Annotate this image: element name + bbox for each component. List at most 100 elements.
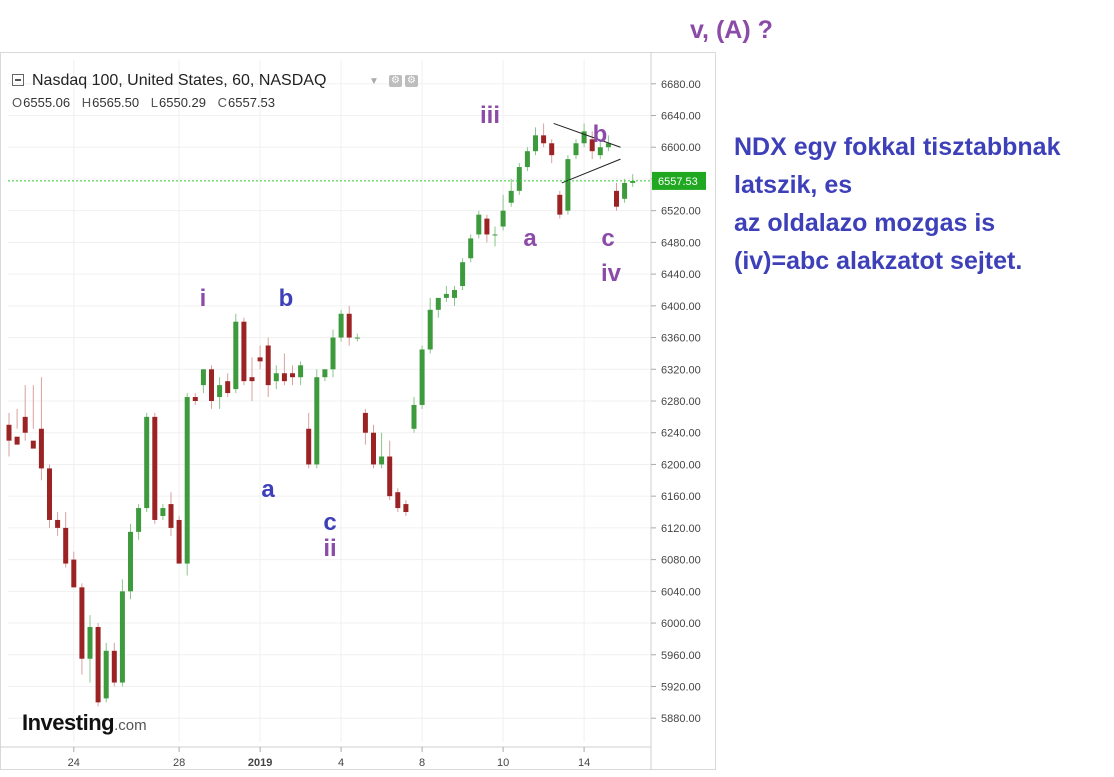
candle-body <box>249 377 255 382</box>
commentary-text: NDX egy fokkal tisztabbnak latszik, es a… <box>734 133 1061 275</box>
candle-body <box>265 345 271 386</box>
candle-body <box>233 321 239 390</box>
candle-body <box>168 504 174 528</box>
candle-body <box>346 313 352 338</box>
last-price-label: 6557.53 <box>658 176 698 188</box>
candle-body <box>484 218 490 235</box>
collapse-legend-icon[interactable] <box>12 74 24 86</box>
candle-body <box>273 373 279 382</box>
candle-body <box>30 440 36 449</box>
candle-body <box>379 456 385 465</box>
y-tick-label: 6000.00 <box>661 618 701 630</box>
candle-body <box>55 519 61 528</box>
candle-body <box>209 369 214 401</box>
symbol-title: Nasdaq 100, United States, 60, NASDAQ <box>32 72 327 89</box>
y-tick-label: 6440.00 <box>661 269 701 281</box>
wave-label: b <box>593 121 608 148</box>
candle-body <box>281 373 287 382</box>
candle-body <box>322 369 328 378</box>
x-tick-label: 28 <box>173 757 185 769</box>
candle-body <box>144 416 150 509</box>
candle-body <box>6 424 12 441</box>
candle-body <box>565 159 571 211</box>
candle-body <box>111 650 117 683</box>
candle-body <box>549 143 555 156</box>
candle-body <box>225 381 231 394</box>
gear-icon[interactable]: ⚙ <box>405 75 418 87</box>
candle-body <box>298 365 304 378</box>
candle-body <box>492 234 498 236</box>
candle-body <box>119 591 125 683</box>
candle-body <box>476 214 482 235</box>
candle-body <box>14 436 20 445</box>
top-note: v, (A) ? <box>690 16 773 44</box>
y-tick-label: 6600.00 <box>661 142 701 154</box>
candle-body <box>160 508 166 516</box>
low-value: 6550.29 <box>159 95 206 110</box>
candle-body <box>605 143 611 148</box>
high-label: H <box>81 95 92 110</box>
candle-body <box>79 587 85 659</box>
candle-body <box>443 293 449 298</box>
y-tick-label: 6240.00 <box>661 428 701 440</box>
candle-body <box>184 397 190 564</box>
candle-body <box>176 519 182 564</box>
candle-body <box>557 194 563 215</box>
candle-body <box>192 397 198 401</box>
y-tick-label: 6640.00 <box>661 111 701 123</box>
candle-body <box>387 456 393 497</box>
candle-body <box>314 377 320 465</box>
wave-label: c <box>323 509 336 536</box>
candle-body <box>38 428 44 469</box>
candle-body <box>63 527 69 564</box>
wave-label: ii <box>323 535 336 562</box>
candle-body <box>330 337 336 370</box>
candle-body <box>468 238 474 259</box>
y-tick-label: 6200.00 <box>661 459 701 471</box>
candle-body <box>306 428 312 465</box>
candle-body <box>241 321 247 382</box>
high-value: 6565.50 <box>92 95 140 110</box>
candle-body <box>103 650 109 699</box>
candle-body <box>290 373 295 378</box>
candle-body <box>22 416 28 433</box>
y-tick-label: 6280.00 <box>661 396 701 408</box>
price-chart[interactable]: 6680.006640.006600.006560.006520.006480.… <box>0 0 716 777</box>
candle-body <box>200 369 206 386</box>
candle-body <box>128 531 133 592</box>
candle-body <box>533 135 538 152</box>
candle-body <box>87 627 93 659</box>
chevron-down-icon[interactable]: ▼ <box>369 76 379 87</box>
y-tick-label: 6040.00 <box>661 586 701 598</box>
candle-body <box>47 468 52 520</box>
settings-icon[interactable]: ⚙ <box>389 75 402 87</box>
wave-label: a <box>261 476 275 503</box>
triangle-lower-trendline <box>561 158 621 184</box>
candle-body <box>71 559 77 588</box>
wave-label: c <box>601 225 614 252</box>
candle-body <box>500 210 506 227</box>
candle-body <box>371 432 376 465</box>
y-tick-label: 6400.00 <box>661 301 701 313</box>
candle-body <box>354 337 360 339</box>
candle-body <box>435 297 441 310</box>
open-label: O <box>12 95 23 110</box>
candle-body <box>257 357 263 362</box>
close-value: 6557.53 <box>228 95 276 110</box>
candle-body <box>136 508 142 532</box>
wave-label: b <box>279 285 294 312</box>
y-tick-label: 6080.00 <box>661 555 701 567</box>
candle-body <box>362 412 368 433</box>
candle-body <box>395 492 401 509</box>
candle-body <box>452 289 457 298</box>
wave-label: iv <box>601 260 622 287</box>
y-tick-label: 6320.00 <box>661 364 701 376</box>
candle-body <box>630 180 636 183</box>
triangle-upper-trendline <box>553 122 621 148</box>
x-tick-label: 2019 <box>248 757 272 769</box>
candle-body <box>427 309 433 350</box>
candle-body <box>581 131 587 144</box>
x-tick-label: 4 <box>338 757 344 769</box>
candle-body <box>614 190 619 207</box>
candle-body <box>516 167 522 191</box>
